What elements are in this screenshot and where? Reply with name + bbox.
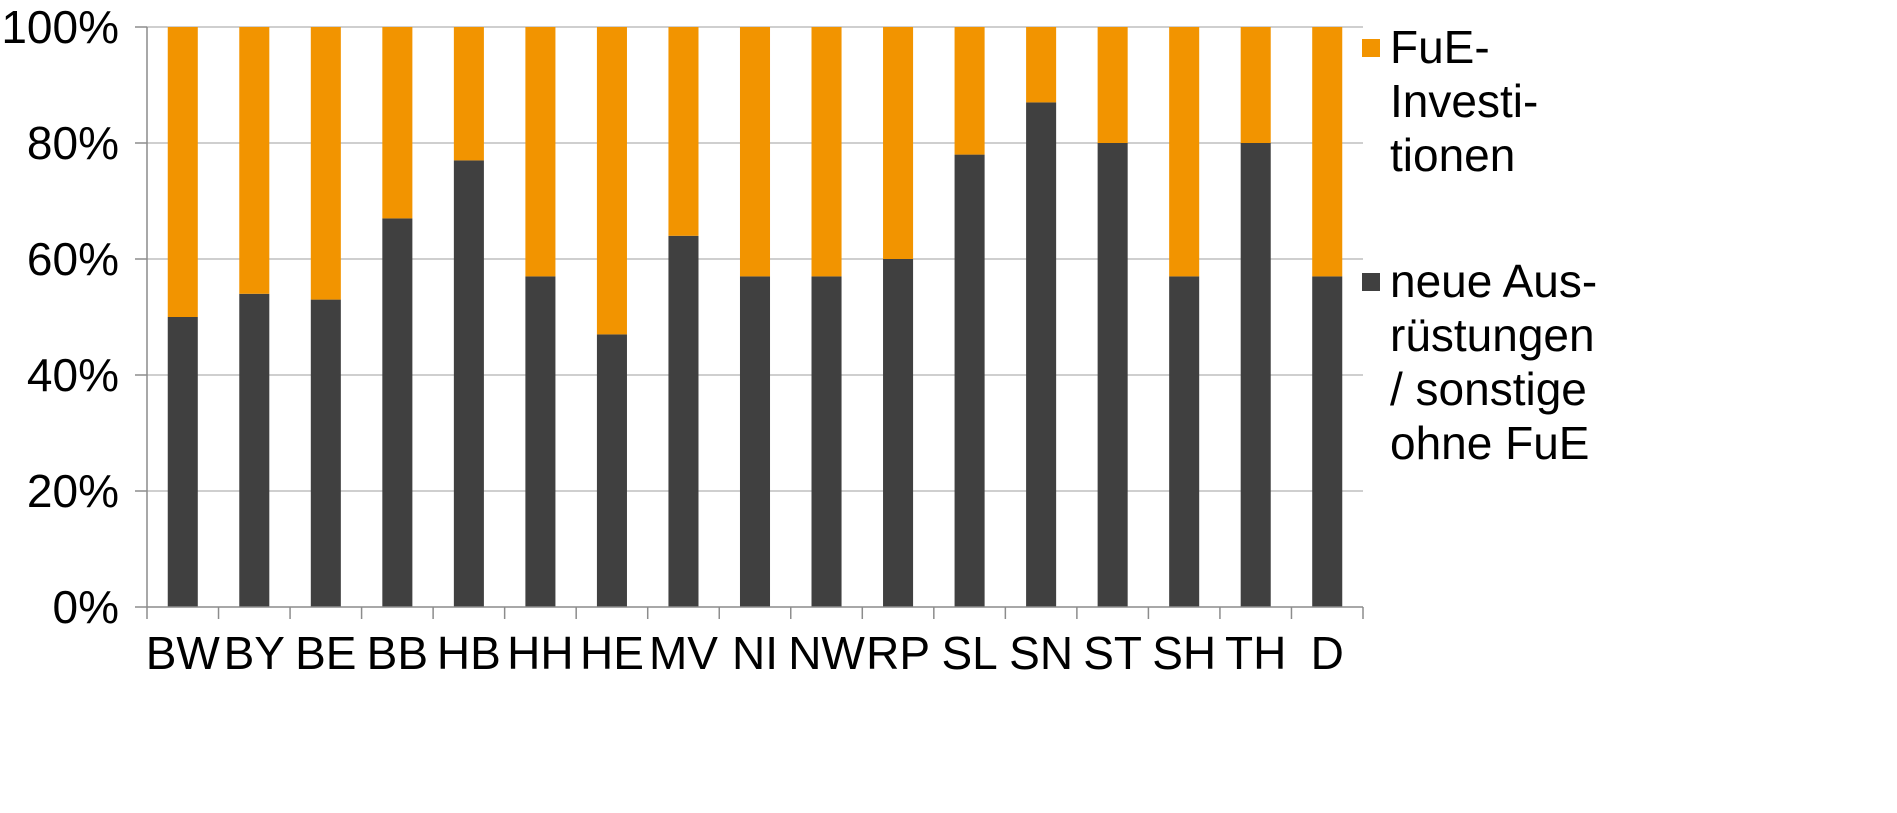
bar-segment-bw-series-1 <box>167 27 198 317</box>
x-tick-label-bb: BB <box>367 627 428 679</box>
x-tick-label-bw: BW <box>146 627 221 679</box>
bar-segment-sn-series-1 <box>1026 27 1057 103</box>
bar-segment-bb-series-0 <box>382 218 413 607</box>
bar-segment-he-series-0 <box>596 334 627 607</box>
x-tick-label-by: BY <box>224 627 285 679</box>
bar-segment-mv-series-0 <box>668 235 699 608</box>
bar-segment-sn-series-0 <box>1026 102 1057 608</box>
y-tick-label: 20% <box>27 465 119 517</box>
legend-label-line: tionen <box>1390 129 1515 181</box>
y-tick-label: 80% <box>27 117 119 169</box>
x-tick-label-nw: NW <box>788 627 865 679</box>
bar-segment-rp-series-1 <box>883 27 914 259</box>
bar-segment-mv-series-1 <box>668 27 699 236</box>
y-tick-label: 0% <box>53 581 119 633</box>
bar-segment-rp-series-0 <box>883 259 914 607</box>
legend: FuE-Investi-tionen neue Aus-rüstungen / so… <box>1362 21 1597 469</box>
bar-segment-ni-series-0 <box>739 276 771 607</box>
x-tick-label-rp: RP <box>866 627 930 679</box>
x-tick-label-he: HE <box>580 627 644 679</box>
bar-segment-d-series-1 <box>1312 27 1343 277</box>
bar-segment-th-series-1 <box>1240 27 1271 143</box>
legend-label-series-0: neue Aus-rüstungen / sonstige ohne FuE <box>1390 255 1597 469</box>
bar-segment-d-series-0 <box>1312 276 1343 607</box>
legend-label-line: rüstungen <box>1390 309 1595 361</box>
x-tick-label-sn: SN <box>1009 627 1073 679</box>
bar-segment-by-series-1 <box>239 27 270 294</box>
bar-segment-sh-series-0 <box>1169 276 1200 607</box>
x-tick-label-st: ST <box>1083 627 1142 679</box>
x-tick-label-th: TH <box>1225 627 1286 679</box>
bar-segment-sl-series-1 <box>954 27 985 155</box>
x-tick-label-hh: HH <box>507 627 573 679</box>
bar-segment-hb-series-1 <box>453 27 484 161</box>
bar-segment-be-series-0 <box>310 299 341 607</box>
bar-segment-he-series-1 <box>596 27 627 335</box>
legend-label-line: / sonstige <box>1390 363 1587 415</box>
legend-label-line: FuE- <box>1390 21 1490 73</box>
x-tick-label-sl: SL <box>941 627 997 679</box>
y-tick-label: 40% <box>27 349 119 401</box>
bar-segment-be-series-1 <box>310 27 341 300</box>
legend-label-line: neue Aus- <box>1390 255 1597 307</box>
bar-segment-bb-series-1 <box>382 27 413 219</box>
x-tick-label-be: BE <box>295 627 356 679</box>
bar-segment-st-series-0 <box>1097 143 1128 607</box>
bar-segment-hh-series-0 <box>525 276 556 607</box>
bar-segment-hb-series-0 <box>453 160 484 607</box>
bar-segment-sh-series-1 <box>1169 27 1200 277</box>
x-tick-label-d: D <box>1311 627 1344 679</box>
bar-segment-bw-series-0 <box>167 317 198 607</box>
x-tick-labels: BW BY BE BB HB HH HE MV NI NW RP SL SN ST SH TH D <box>146 627 1344 679</box>
x-tick-label-hb: HB <box>437 627 501 679</box>
x-tick-label-sh: SH <box>1152 627 1216 679</box>
bar-segment-hh-series-1 <box>525 27 556 277</box>
y-tick-label: 100% <box>1 1 119 53</box>
legend-label-series-1: FuE-Investi-tionen <box>1390 21 1538 181</box>
bar-segment-sl-series-0 <box>954 154 985 607</box>
bar-segment-nw-series-0 <box>811 276 842 607</box>
bar-segment-nw-series-1 <box>811 27 842 277</box>
legend-label-line: Investi- <box>1390 75 1538 127</box>
legend-swatch-series-0 <box>1362 273 1380 291</box>
x-tick-label-mv: MV <box>649 627 718 679</box>
bar-segment-th-series-0 <box>1240 143 1271 607</box>
bars <box>167 27 1343 608</box>
y-tick-label: 60% <box>27 233 119 285</box>
bar-segment-by-series-0 <box>239 293 270 607</box>
bar-segment-st-series-1 <box>1097 27 1128 143</box>
legend-label-line: ohne FuE <box>1390 417 1589 469</box>
axes <box>135 26 1364 619</box>
x-tick-label-ni: NI <box>732 627 778 679</box>
bar-segment-ni-series-1 <box>739 27 771 277</box>
legend-swatch-series-1 <box>1362 39 1380 57</box>
y-tick-labels: 0% 20% 40% 60% 80% 100% <box>1 1 119 633</box>
